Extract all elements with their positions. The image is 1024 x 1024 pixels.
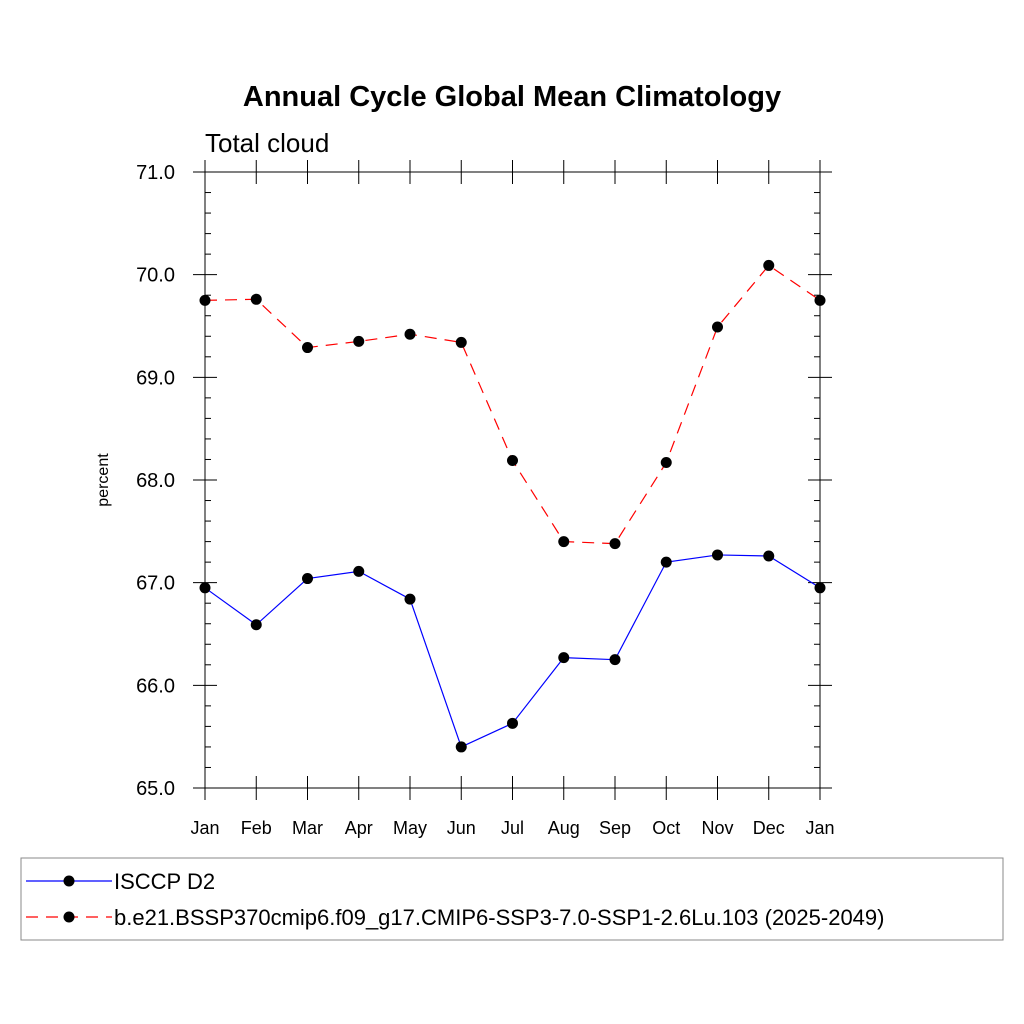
y-axis-label: percent <box>95 453 112 507</box>
data-point <box>302 573 313 585</box>
data-point <box>455 741 467 753</box>
legend-box <box>20 857 1004 941</box>
data-point <box>763 259 775 271</box>
data-point <box>507 454 518 466</box>
series-line <box>204 264 821 545</box>
axis-ticks <box>193 160 832 800</box>
data-point <box>404 328 416 340</box>
x-tick-label: Apr <box>345 818 373 838</box>
data-point <box>814 294 826 306</box>
y-tick-label: 67.0 <box>136 573 175 595</box>
data-point <box>814 582 826 594</box>
x-tick-label: Sep <box>599 818 631 838</box>
data-point <box>660 556 672 568</box>
x-tick-label: Oct <box>652 818 680 838</box>
legend-item-2: b.e21.BSSP370cmip6.f09_g17.CMIP6-SSP3-7.… <box>26 905 884 930</box>
data-point <box>558 652 570 664</box>
data-point <box>609 654 621 666</box>
legend: ISCCP D2 b.e21.BSSP370cmip6.f09_g17.CMIP6… <box>26 869 884 930</box>
data-point <box>353 565 365 577</box>
data-point <box>199 582 211 594</box>
x-tick-label: Jun <box>447 818 476 838</box>
y-tick-label: 66.0 <box>136 675 175 697</box>
plot-frame <box>204 171 821 789</box>
x-tick-labels: Jan Feb Mar Apr May Jun Jul Aug Sep Oct Nov Dec Jan <box>190 818 834 838</box>
x-tick-label: Nov <box>701 818 733 838</box>
x-tick-label: Mar <box>292 818 323 838</box>
y-tick-label: 71.0 <box>136 162 175 184</box>
y-tick-labels: 65.0 66.0 67.0 68.0 69.0 70.0 71.0 <box>136 162 175 800</box>
legend-label: ISCCP D2 <box>114 869 215 894</box>
chart-title: Annual Cycle Global Mean Climatology <box>243 81 781 113</box>
data-point <box>455 336 467 348</box>
x-tick-label: Aug <box>548 818 580 838</box>
data-point <box>712 549 723 561</box>
data-point <box>353 335 365 347</box>
data-point <box>763 550 775 562</box>
data-point <box>660 457 672 469</box>
legend-marker <box>63 911 75 923</box>
x-tick-label: Jul <box>501 818 524 838</box>
data-point <box>199 294 211 306</box>
legend-item-1: ISCCP D2 <box>26 869 215 894</box>
legend-label: b.e21.BSSP370cmip6.f09_g17.CMIP6-SSP3-7.… <box>114 905 884 930</box>
data-point <box>609 538 621 550</box>
data-point <box>507 717 518 729</box>
data-point <box>302 342 313 354</box>
y-tick-label: 69.0 <box>136 367 175 389</box>
series-1 <box>199 549 826 753</box>
chart-subtitle: Total cloud <box>205 128 329 158</box>
x-tick-label: May <box>393 818 427 838</box>
series-2 <box>199 259 826 550</box>
x-tick-label: Feb <box>241 818 272 838</box>
x-tick-label: Dec <box>753 818 785 838</box>
y-tick-label: 65.0 <box>136 778 175 800</box>
series-layer <box>199 259 826 753</box>
y-tick-label: 70.0 <box>136 265 175 287</box>
y-tick-label: 68.0 <box>136 470 175 492</box>
x-tick-label: Jan <box>190 818 219 838</box>
data-point <box>558 536 570 548</box>
data-point <box>250 619 262 631</box>
legend-marker <box>63 875 75 887</box>
data-point <box>712 321 723 333</box>
x-tick-label: Jan <box>805 818 834 838</box>
data-point <box>250 293 262 305</box>
data-point <box>404 593 416 605</box>
